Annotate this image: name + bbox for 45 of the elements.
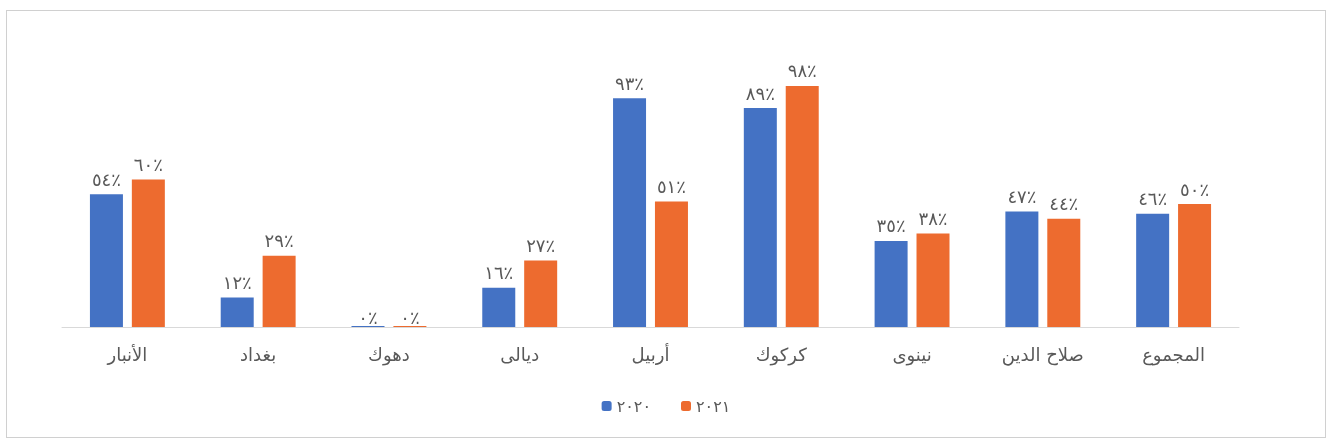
bar	[89, 194, 123, 327]
data-label: ٦٠٪	[133, 153, 163, 175]
bar	[1178, 204, 1212, 327]
bar	[874, 240, 908, 327]
data-label: ٤٦٪	[1138, 188, 1168, 210]
data-label: ٢٧٪	[526, 235, 556, 257]
data-label: ٥٠٪	[1180, 178, 1210, 200]
x-tick-label: كركوك	[755, 343, 808, 366]
bar	[785, 85, 819, 327]
data-label: ٣٨٪	[918, 208, 948, 230]
data-label: ٤٧٪	[1007, 185, 1037, 207]
bar	[916, 233, 950, 327]
data-label: ٠٪	[400, 306, 420, 328]
legend-label: ٢٠٢٠	[616, 396, 651, 416]
x-tick-label: صلاح الدين	[1001, 343, 1084, 366]
x-tick-label: دهوك	[368, 343, 410, 366]
x-tick-label: ديالى	[500, 343, 540, 365]
x-tick-label: أربيل	[631, 342, 670, 365]
x-tick-label: بغداد	[240, 343, 277, 365]
bar	[524, 260, 558, 327]
bar	[743, 108, 777, 327]
x-tick-label: الأنبار	[106, 343, 148, 365]
bar	[482, 287, 516, 327]
bar	[131, 179, 165, 327]
data-label: ٨٩٪	[745, 82, 775, 104]
legend-label: ٢٠٢١	[696, 396, 731, 416]
data-label: ٩٨٪	[787, 60, 817, 82]
data-label: ٢٩٪	[264, 230, 294, 252]
data-label: ٩٣٪	[615, 72, 645, 94]
bar	[1047, 218, 1081, 327]
x-tick-label: نينوى	[892, 343, 932, 366]
data-label: ١٦٪	[484, 262, 514, 284]
data-label: ٠٪	[358, 306, 378, 328]
bar	[1005, 211, 1039, 327]
data-label: ١٢٪	[222, 271, 252, 293]
bar	[613, 98, 647, 327]
data-label: ٤٤٪	[1049, 193, 1079, 215]
data-label: ٣٥٪	[876, 215, 906, 237]
bar	[654, 201, 688, 327]
bar	[1136, 213, 1170, 327]
bar	[220, 297, 254, 327]
x-tick-label: المجموع	[1142, 343, 1206, 366]
data-label: ٥١٪	[656, 176, 686, 198]
data-label: ٥٤٪	[91, 168, 121, 190]
bar	[262, 255, 296, 327]
